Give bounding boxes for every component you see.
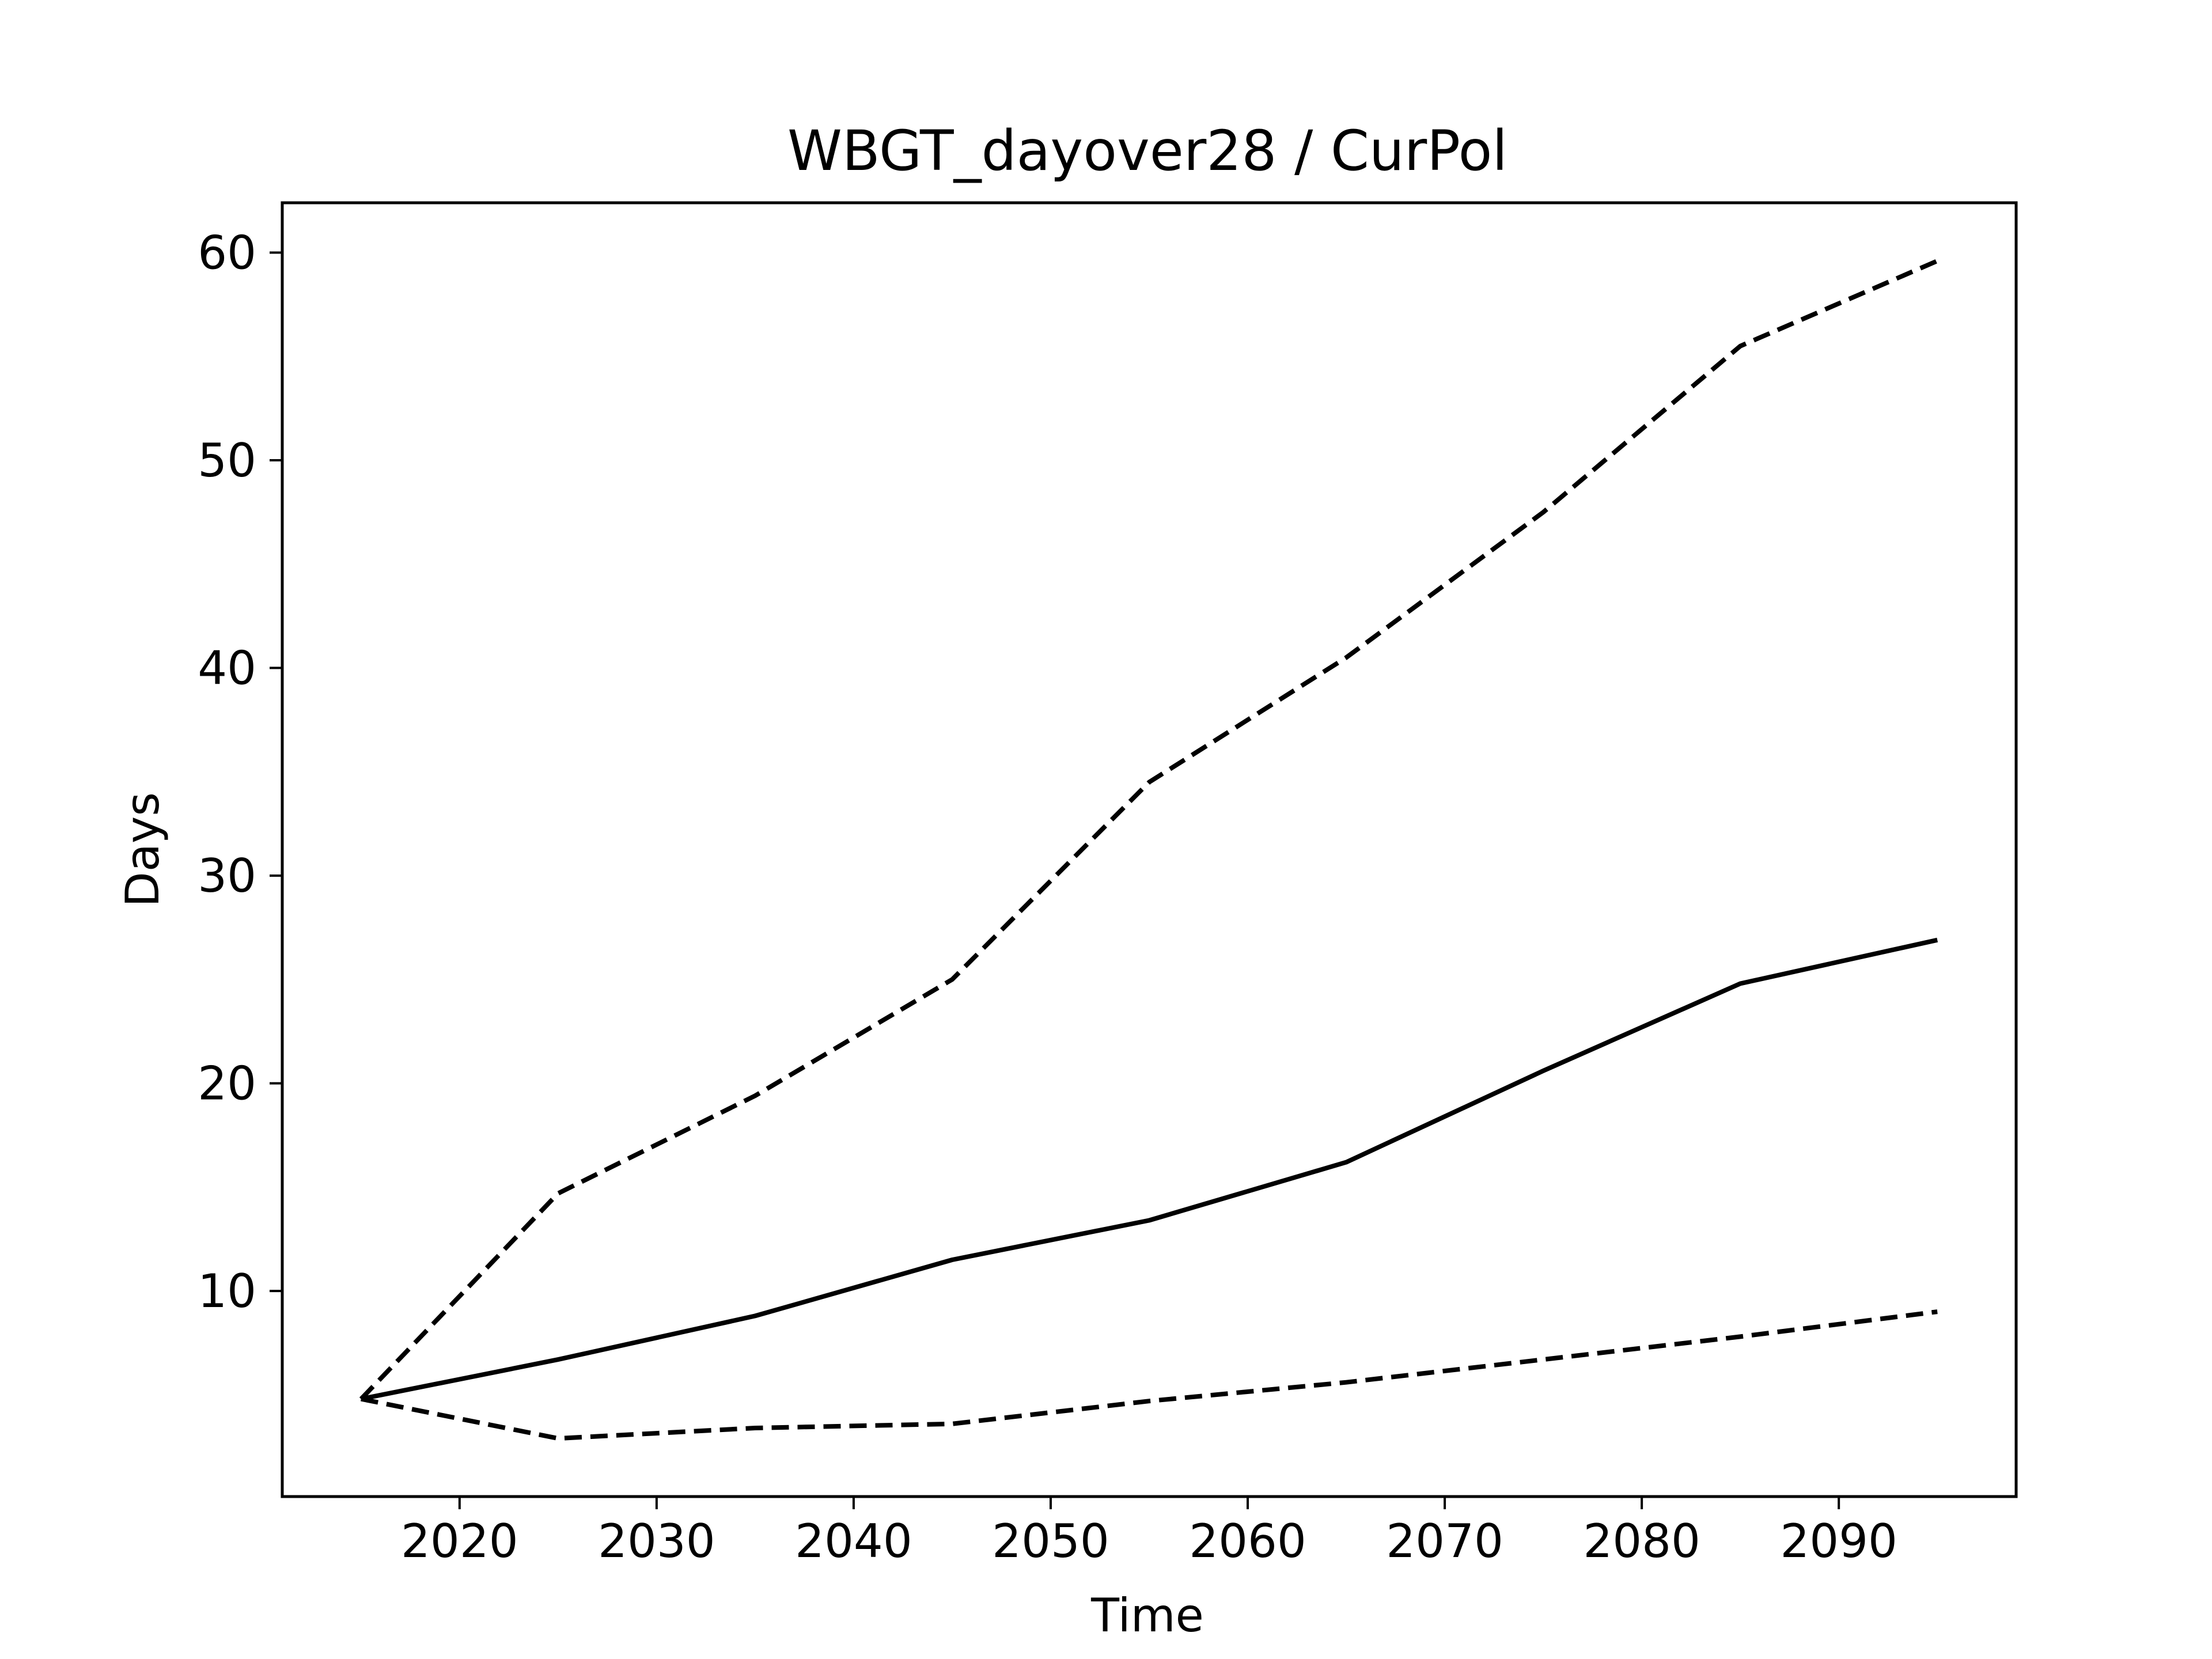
x-tick-label: 2070	[1386, 1514, 1503, 1568]
series-line-lower	[361, 1309, 1938, 1441]
series-layer	[359, 259, 1938, 1441]
y-axis-label: Days	[116, 792, 169, 907]
x-tick-label: 2080	[1583, 1514, 1700, 1568]
plot-frame	[281, 201, 2018, 1498]
chart-title: WBGT_dayover28 / CurPol	[787, 119, 1508, 183]
y-tick-label: 40	[198, 642, 256, 695]
x-tick-label: 2060	[1189, 1514, 1306, 1568]
x-tick-label: 2090	[1780, 1514, 1897, 1568]
y-tick-label: 10	[198, 1264, 256, 1318]
x-axis-label: Time	[1090, 1589, 1204, 1642]
y-tick-label: 50	[198, 434, 256, 487]
y-axis: 10 20 30 40 50 60	[198, 226, 282, 1318]
y-tick-label: 30	[198, 849, 256, 903]
x-axis: 2020 2030 2040 2050 2060 2070 2080 2090	[401, 1497, 1897, 1568]
y-tick-label: 20	[198, 1057, 256, 1111]
x-tick-label: 2050	[992, 1514, 1109, 1568]
x-tick-label: 2040	[795, 1514, 912, 1568]
x-tick-label: 2030	[598, 1514, 715, 1568]
series-line-median	[361, 937, 1938, 1402]
series-line-upper	[359, 259, 1938, 1401]
y-tick-label: 60	[198, 226, 256, 280]
x-tick-label: 2020	[401, 1514, 518, 1568]
